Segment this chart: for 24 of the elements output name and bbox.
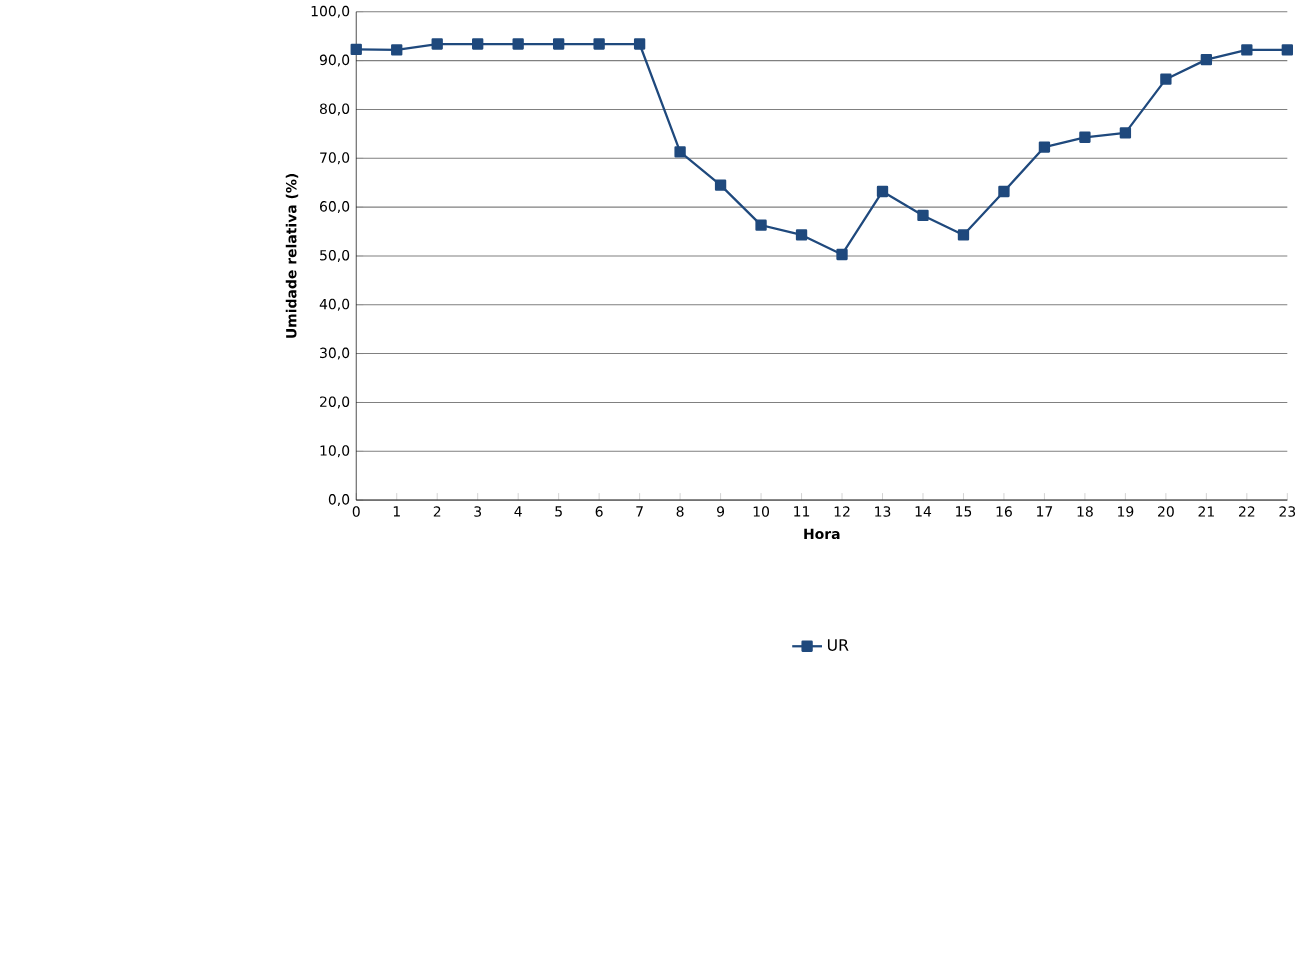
point (350, 43, 362, 55)
point (1160, 73, 1172, 85)
point (957, 229, 970, 241)
point (1241, 44, 1253, 56)
point (593, 38, 605, 50)
point (512, 38, 524, 50)
point (1038, 141, 1051, 153)
point (836, 248, 848, 261)
point (1119, 127, 1132, 139)
point (1079, 131, 1091, 143)
point (795, 229, 808, 241)
point (1200, 53, 1213, 66)
point (876, 185, 889, 198)
point (674, 146, 686, 158)
point (552, 38, 565, 50)
point (1281, 44, 1293, 56)
point (755, 219, 767, 231)
point (431, 38, 443, 50)
point (633, 38, 646, 50)
point (917, 209, 929, 221)
point (998, 185, 1010, 198)
point (391, 44, 403, 56)
point (714, 179, 727, 191)
point (472, 38, 484, 50)
